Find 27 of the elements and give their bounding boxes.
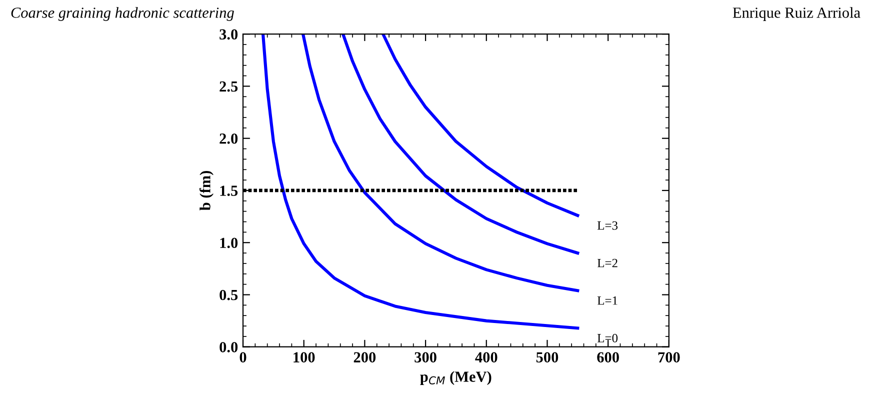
line-series: [302, 34, 580, 292]
y-tick-label: 1.5: [220, 186, 238, 196]
x-tick-label: 600: [597, 352, 619, 362]
y-tick-label: 0.5: [220, 290, 238, 300]
x-tick-label: 200: [354, 352, 376, 362]
x-tick-label: 400: [475, 352, 498, 362]
x-tick-label: 300: [414, 352, 436, 362]
text: Coarse graining hadronic scattering: [11, 7, 234, 21]
x-axis-title: p$_{CM}$ (MeV): [420, 371, 492, 385]
x-tick-label: 700: [658, 352, 680, 362]
y-axis-title: b (fm): [199, 170, 214, 210]
series-label: L=1: [597, 296, 618, 305]
x-tick-label: 100: [294, 352, 315, 362]
text: Enrique Ruiz Arriola: [732, 7, 860, 21]
x-tick-label: 500: [536, 352, 558, 362]
y-tick-label: 3.0: [220, 29, 238, 40]
series-label: L=2: [597, 258, 618, 268]
y-tick-label: 1.0: [220, 238, 238, 248]
series-label: L=3: [597, 221, 618, 230]
series-label: L=0: [597, 334, 618, 342]
line-series: [342, 34, 580, 255]
x-tick-label: 0: [240, 352, 246, 362]
y-tick-label: 2.0: [220, 133, 238, 144]
y-tick-label: 0.0: [220, 342, 238, 352]
y-tick-label: 2.5: [220, 81, 238, 92]
line-series: [262, 34, 580, 330]
line-series: [382, 34, 580, 218]
